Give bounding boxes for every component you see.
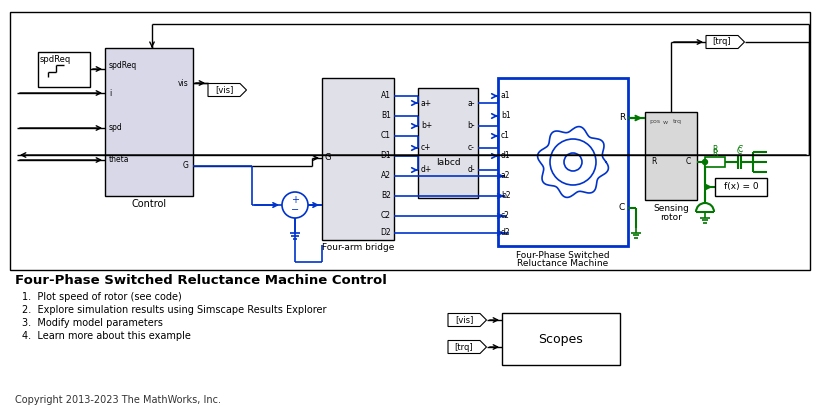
Text: +: + bbox=[290, 195, 299, 205]
Text: 2.  Explore simulation results using Simscape Results Explorer: 2. Explore simulation results using Sims… bbox=[22, 305, 326, 315]
Text: rotor: rotor bbox=[659, 214, 681, 223]
Text: Scopes: Scopes bbox=[538, 332, 583, 346]
Text: spdReq: spdReq bbox=[40, 55, 71, 64]
Text: vis: vis bbox=[178, 78, 189, 88]
Text: C: C bbox=[735, 147, 741, 157]
Polygon shape bbox=[447, 313, 486, 327]
Text: A1: A1 bbox=[380, 92, 390, 100]
Circle shape bbox=[701, 159, 706, 164]
Text: [trq]: [trq] bbox=[712, 38, 730, 47]
Text: theta: theta bbox=[109, 156, 129, 164]
Bar bbox=[497, 78, 627, 246]
Text: D2: D2 bbox=[380, 228, 390, 237]
Text: [vis]: [vis] bbox=[214, 85, 233, 95]
Text: a-: a- bbox=[467, 98, 475, 107]
Polygon shape bbox=[208, 83, 246, 97]
Text: d+: d+ bbox=[420, 166, 432, 175]
Text: trq: trq bbox=[672, 119, 681, 124]
Text: a1: a1 bbox=[500, 92, 510, 100]
Circle shape bbox=[282, 192, 308, 218]
Text: Sensing: Sensing bbox=[653, 204, 688, 214]
Text: R: R bbox=[711, 150, 717, 159]
Text: c2: c2 bbox=[500, 211, 509, 221]
Text: R: R bbox=[711, 145, 717, 154]
Bar bbox=[644, 112, 696, 200]
Text: B2: B2 bbox=[380, 192, 390, 200]
Text: [trq]: [trq] bbox=[454, 342, 473, 351]
Text: w: w bbox=[662, 119, 667, 124]
Text: B1: B1 bbox=[380, 112, 390, 121]
Text: C: C bbox=[685, 157, 691, 166]
Bar bbox=[322, 78, 394, 240]
Text: spdReq: spdReq bbox=[109, 60, 137, 69]
Text: G: G bbox=[325, 154, 331, 162]
Text: d-: d- bbox=[466, 166, 475, 175]
Text: labcd: labcd bbox=[435, 159, 460, 168]
Text: i: i bbox=[109, 88, 111, 97]
Text: d1: d1 bbox=[500, 152, 510, 161]
Text: C: C bbox=[737, 145, 742, 154]
Polygon shape bbox=[447, 340, 486, 354]
Text: f(x) = 0: f(x) = 0 bbox=[723, 183, 758, 192]
Text: C2: C2 bbox=[380, 211, 390, 221]
Text: 3.  Modify model parameters: 3. Modify model parameters bbox=[22, 318, 163, 328]
Bar bbox=[418, 88, 477, 198]
Bar bbox=[105, 48, 193, 196]
Text: b2: b2 bbox=[500, 192, 510, 200]
Text: b-: b- bbox=[466, 121, 475, 131]
Text: 1.  Plot speed of rotor (see code): 1. Plot speed of rotor (see code) bbox=[22, 292, 182, 302]
Text: c1: c1 bbox=[500, 131, 509, 140]
Text: c-: c- bbox=[467, 143, 475, 152]
Text: b1: b1 bbox=[500, 112, 510, 121]
Text: Control: Control bbox=[131, 199, 166, 209]
Text: c+: c+ bbox=[420, 143, 431, 152]
Polygon shape bbox=[705, 36, 743, 48]
Text: b+: b+ bbox=[420, 121, 432, 131]
Text: 4.  Learn more about this example: 4. Learn more about this example bbox=[22, 331, 191, 341]
Text: C1: C1 bbox=[380, 131, 390, 140]
Bar bbox=[501, 313, 619, 365]
Text: d2: d2 bbox=[500, 228, 510, 237]
Bar bbox=[715, 178, 766, 196]
Text: pos: pos bbox=[648, 119, 659, 124]
Text: G: G bbox=[183, 161, 189, 171]
Text: D1: D1 bbox=[380, 152, 390, 161]
Text: −: − bbox=[290, 205, 299, 215]
Bar bbox=[704, 157, 724, 167]
Text: Four-Phase Switched Reluctance Machine Control: Four-Phase Switched Reluctance Machine C… bbox=[15, 273, 386, 287]
Text: Four-arm bridge: Four-arm bridge bbox=[322, 244, 394, 252]
Bar bbox=[38, 52, 90, 87]
Text: R: R bbox=[618, 114, 624, 123]
Text: a2: a2 bbox=[500, 171, 510, 180]
Bar bbox=[10, 12, 809, 270]
Text: Four-Phase Switched: Four-Phase Switched bbox=[515, 251, 609, 259]
Text: a+: a+ bbox=[420, 98, 432, 107]
Text: C: C bbox=[618, 204, 624, 213]
Text: [vis]: [vis] bbox=[454, 316, 472, 325]
Text: R: R bbox=[650, 157, 656, 166]
Text: Reluctance Machine: Reluctance Machine bbox=[517, 259, 608, 268]
Text: Copyright 2013-2023 The MathWorks, Inc.: Copyright 2013-2023 The MathWorks, Inc. bbox=[15, 395, 221, 405]
Text: A2: A2 bbox=[380, 171, 390, 180]
Text: spd: spd bbox=[109, 123, 122, 133]
